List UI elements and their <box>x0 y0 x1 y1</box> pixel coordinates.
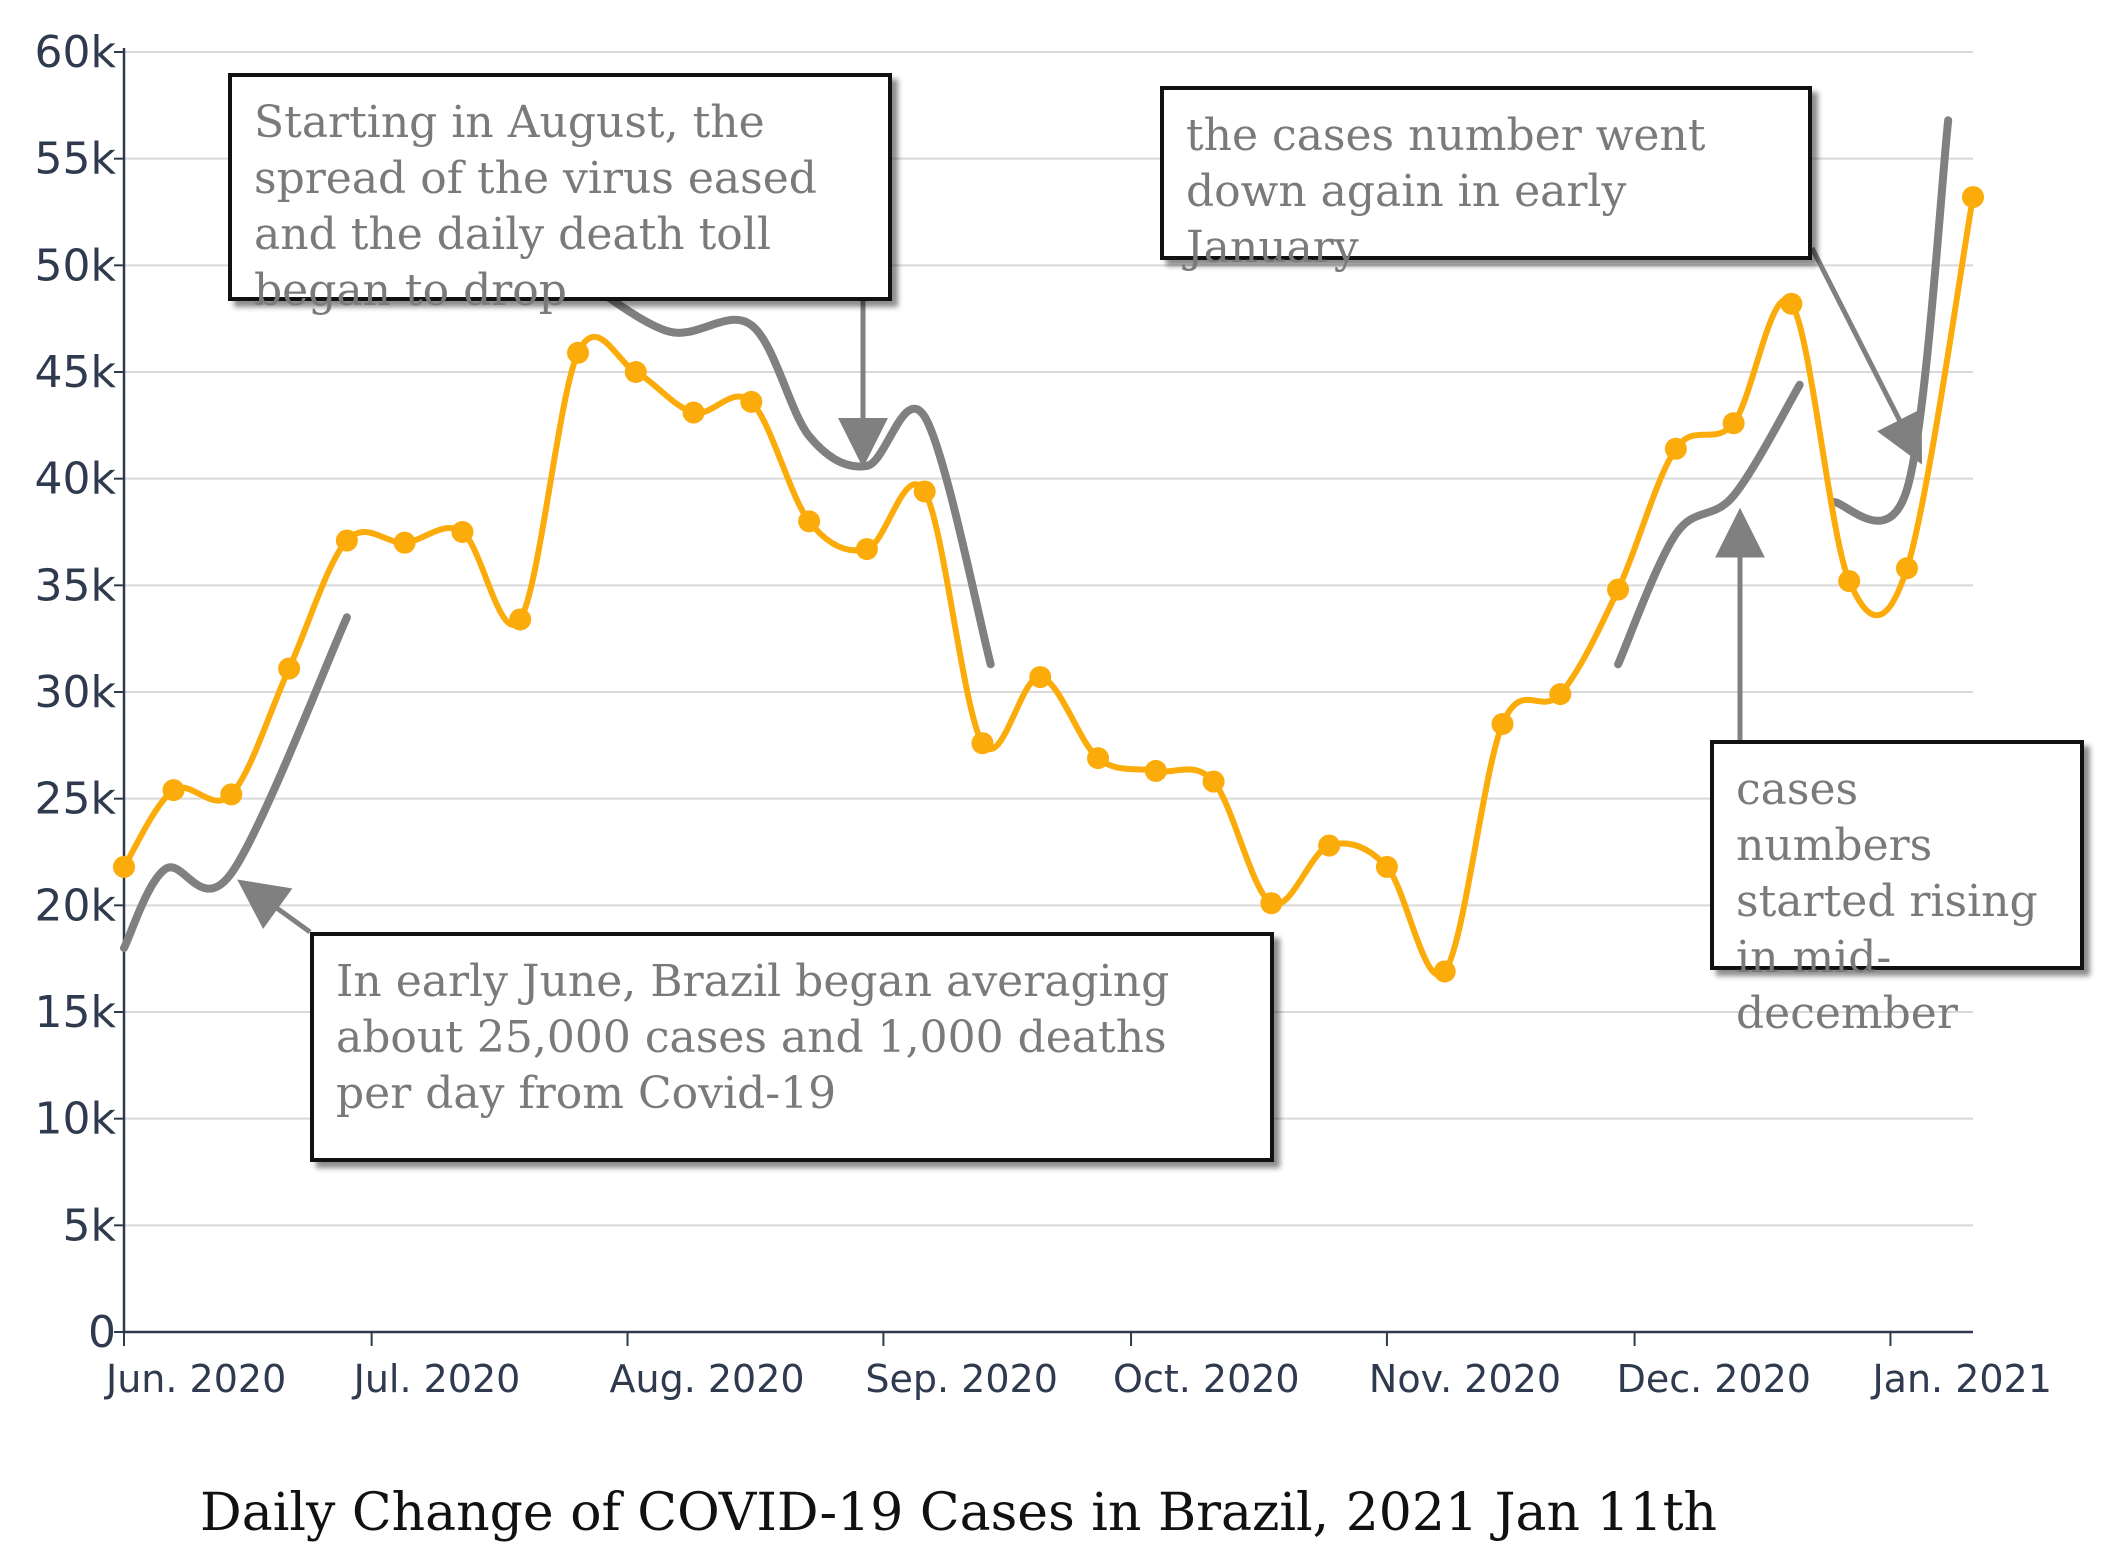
data-point <box>1664 437 1687 460</box>
annotation-arrow <box>1809 246 1923 465</box>
data-point <box>971 732 994 755</box>
data-point <box>1087 747 1110 770</box>
x-tick-label: Jul. 2020 <box>352 1357 521 1401</box>
data-point <box>1607 578 1630 601</box>
data-point <box>278 657 301 680</box>
data-point <box>1318 834 1341 857</box>
data-point <box>798 510 821 533</box>
data-point <box>1029 666 1052 689</box>
y-tick-label: 55k <box>35 134 117 185</box>
x-tick-label: Aug. 2020 <box>610 1357 805 1401</box>
data-point <box>1895 557 1918 580</box>
annotation-curve <box>120 613 351 952</box>
data-point <box>113 855 135 878</box>
y-tick-label: 15k <box>35 987 117 1038</box>
data-point <box>1202 770 1225 793</box>
y-tick-label: 45k <box>35 347 117 398</box>
y-tick-label: 35k <box>35 560 117 611</box>
axes: 0 5k 10k 15k 20k 25k 30k 35k 40k 45k 50k 55k 60k Jun.… <box>35 27 2052 1401</box>
data-point <box>1144 759 1167 782</box>
x-tick-label: Jan. 2021 <box>1870 1357 2051 1401</box>
y-tick-label: 60k <box>35 27 117 78</box>
x-tick-label: Sep. 2020 <box>865 1357 1057 1401</box>
x-tick-label: Jun. 2020 <box>104 1357 286 1401</box>
annotation-box-june: In early June, Brazil began averaging ab… <box>310 932 1274 1162</box>
data-point <box>451 521 474 543</box>
y-tick-label: 5k <box>63 1200 117 1251</box>
data-point <box>1433 960 1456 983</box>
x-tick-label: Dec. 2020 <box>1617 1357 1811 1401</box>
series-layer <box>113 186 1984 983</box>
data-point <box>855 538 878 561</box>
data-point <box>913 480 936 503</box>
data-point <box>566 341 589 364</box>
data-point <box>1375 855 1398 878</box>
y-tick-label: 40k <box>35 454 117 505</box>
data-point <box>509 608 532 631</box>
data-point <box>393 531 416 554</box>
x-tick-label: Oct. 2020 <box>1113 1357 1300 1401</box>
annotation-curve <box>574 272 995 669</box>
data-point <box>162 779 185 802</box>
data-point <box>624 361 647 383</box>
data-point <box>1260 892 1283 915</box>
data-point <box>1838 570 1861 593</box>
data-point <box>1962 186 1984 209</box>
annotation-box-early-january: the cases number went down again in earl… <box>1160 86 1812 273</box>
data-point <box>335 529 358 552</box>
y-tick-label: 50k <box>35 240 117 291</box>
y-tick-label: 30k <box>35 667 117 718</box>
data-point <box>1722 412 1745 435</box>
chart-title: Daily Change of COVID-19 Cases in Brazil… <box>200 1483 1717 1543</box>
data-point <box>1780 292 1803 315</box>
y-tick-label: 10k <box>35 1094 117 1145</box>
y-tick-label: 20k <box>35 880 117 931</box>
x-tick-label: Nov. 2020 <box>1369 1357 1561 1401</box>
annotation-arrow <box>237 879 312 935</box>
data-point <box>682 401 705 424</box>
annotation-box-mid-december: cases numbers started rising in mid-dece… <box>1710 740 2084 1039</box>
data-point <box>220 783 243 806</box>
y-tick-label: 25k <box>35 774 117 825</box>
data-point <box>1491 713 1514 735</box>
y-tick-label: 0 <box>88 1307 116 1358</box>
data-point <box>740 390 763 413</box>
annotation-curve <box>1614 380 1804 669</box>
annotation-arrows <box>237 246 1923 935</box>
annotation-box-august: Starting in August, the spread of the vi… <box>228 73 892 316</box>
data-point <box>1549 683 1572 706</box>
